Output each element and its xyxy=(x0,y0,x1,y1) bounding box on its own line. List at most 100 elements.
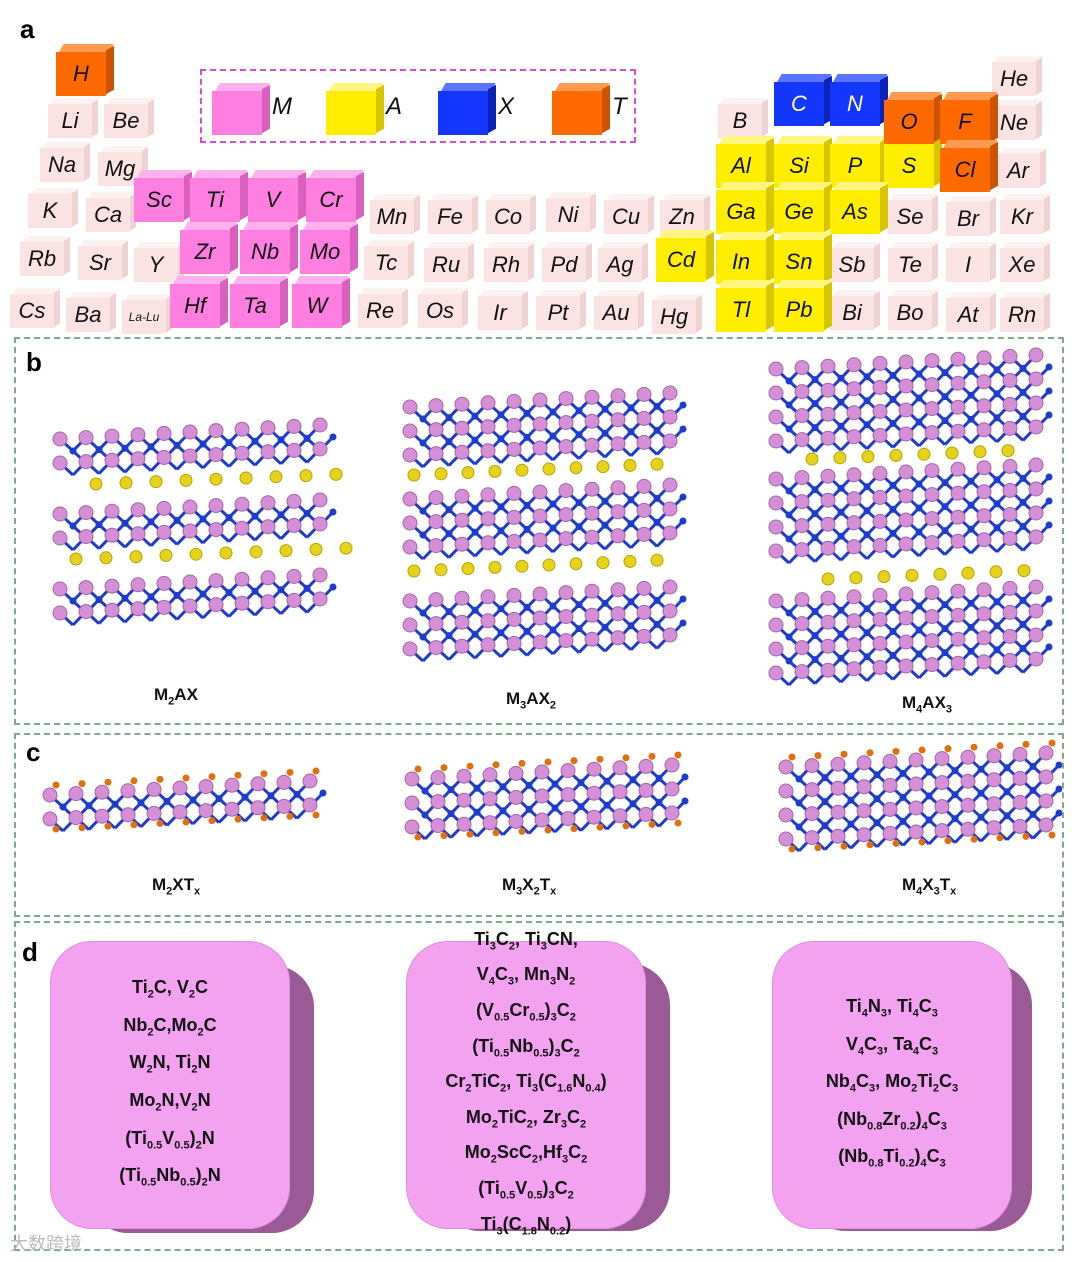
x-atom xyxy=(1029,762,1037,770)
metal-atom xyxy=(120,807,136,823)
element-symbol: Mo xyxy=(300,230,350,274)
a-atom xyxy=(849,571,863,585)
x-atom xyxy=(329,583,337,591)
x-atom xyxy=(601,497,609,505)
x-atom xyxy=(653,620,661,628)
t-atom xyxy=(52,825,60,833)
x-atom xyxy=(329,433,337,441)
metal-atom xyxy=(662,385,678,401)
x-atom xyxy=(941,393,949,401)
metal-atom xyxy=(610,412,626,428)
metal-atom xyxy=(1002,604,1018,620)
metal-atom xyxy=(794,542,810,558)
x-atom xyxy=(627,598,635,606)
t-atom xyxy=(648,820,656,828)
x-atom xyxy=(1029,810,1037,818)
metal-atom xyxy=(846,405,862,421)
x-atom xyxy=(785,487,793,495)
panel-label-a: a xyxy=(20,14,35,44)
x-atom xyxy=(889,371,897,379)
x-atom xyxy=(629,776,637,784)
metal-atom xyxy=(198,803,214,819)
metal-atom xyxy=(532,416,548,432)
metal-atom xyxy=(454,420,470,436)
metal-atom xyxy=(78,505,94,521)
t-atom xyxy=(840,750,848,758)
metal-atom xyxy=(872,489,888,505)
metal-atom xyxy=(768,361,784,377)
metal-atom xyxy=(960,773,976,789)
metal-atom xyxy=(428,490,444,506)
x-atom xyxy=(837,374,845,382)
metal-atom xyxy=(584,607,600,623)
metal-atom xyxy=(794,664,810,680)
t-atom xyxy=(466,762,474,770)
metal-atom xyxy=(820,430,836,446)
metal-atom xyxy=(820,614,836,630)
metal-atom xyxy=(804,758,820,774)
element-symbol: F xyxy=(940,100,990,144)
t-atom xyxy=(570,825,578,833)
t-atom xyxy=(1022,740,1030,748)
legend-label: A xyxy=(386,93,403,120)
x-atom xyxy=(967,599,975,607)
a-atom xyxy=(407,468,421,482)
x-atom xyxy=(1055,809,1062,817)
x-atom xyxy=(889,419,897,427)
t-atom xyxy=(130,821,138,829)
metal-atom xyxy=(456,816,472,832)
a-atom xyxy=(209,472,223,486)
x-atom xyxy=(785,633,793,641)
x-atom xyxy=(111,800,119,808)
t-atom xyxy=(622,754,630,762)
metal-atom xyxy=(898,658,914,674)
element-symbol: Nb xyxy=(240,230,290,274)
metal-atom xyxy=(208,522,224,538)
element-symbol: Au xyxy=(594,296,638,330)
caption-m3ax2: M3AX2 xyxy=(506,689,557,712)
a-atom xyxy=(407,564,421,578)
x-atom xyxy=(977,789,985,797)
x-atom xyxy=(837,630,845,638)
t-atom xyxy=(648,752,656,760)
metal-atom xyxy=(104,428,120,444)
a-atom xyxy=(569,557,583,571)
metal-atom xyxy=(286,418,302,434)
element-symbol: In xyxy=(716,240,766,284)
metal-atom xyxy=(1028,651,1044,667)
metal-atom xyxy=(402,447,418,463)
metal-atom xyxy=(882,777,898,793)
x-atom xyxy=(523,409,531,417)
element-symbol: Cd xyxy=(656,238,706,282)
t-atom xyxy=(260,770,268,778)
x-atom xyxy=(925,792,933,800)
metal-atom xyxy=(250,776,266,792)
metal-atom xyxy=(234,595,250,611)
a-atom xyxy=(596,460,610,474)
a-atom xyxy=(515,463,529,477)
metal-atom xyxy=(234,496,250,512)
element-v: V xyxy=(248,170,306,222)
metal-atom xyxy=(454,512,470,528)
max-phase-structures xyxy=(52,347,1053,687)
x-atom xyxy=(1019,474,1027,482)
element-symbol: Cl xyxy=(940,148,990,192)
metal-atom xyxy=(104,527,120,543)
metal-atom xyxy=(950,631,966,647)
element-cu: Cu xyxy=(604,194,655,234)
x-atom xyxy=(627,428,635,436)
metal-atom xyxy=(924,585,940,601)
x-atom xyxy=(863,605,871,613)
element-rn: Rn xyxy=(1000,292,1051,332)
metal-atom xyxy=(924,487,940,503)
metal-atom xyxy=(1038,817,1054,833)
x-atom xyxy=(251,587,259,595)
x-atom xyxy=(173,441,181,449)
x-atom xyxy=(785,511,793,519)
a-atom xyxy=(1001,444,1015,458)
m3x2-line: (Ti0.5Nb0.5)3C2 xyxy=(472,1035,580,1060)
x-atom xyxy=(523,433,531,441)
element-cs: Cs xyxy=(10,288,61,328)
metal-atom xyxy=(820,468,836,484)
metal-atom xyxy=(924,377,940,393)
